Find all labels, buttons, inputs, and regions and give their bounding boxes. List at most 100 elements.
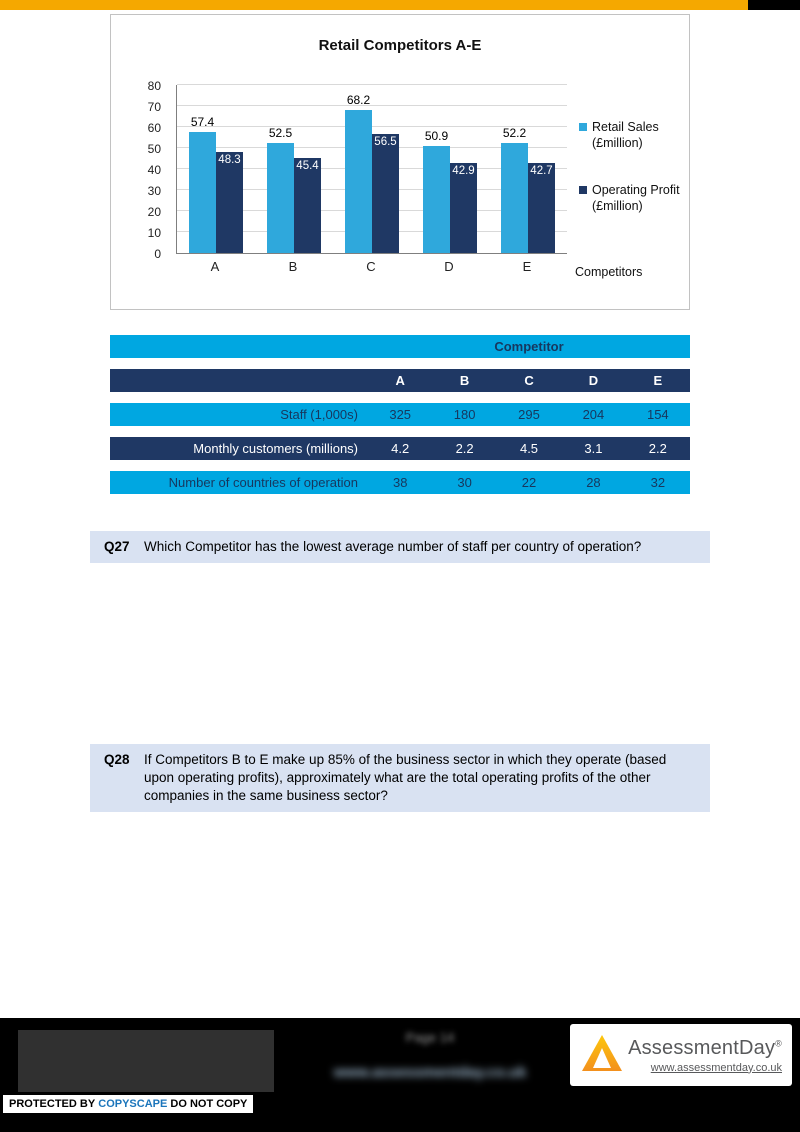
- legend-entry: Operating Profit (£million): [579, 182, 685, 215]
- assessmentday-triangle-icon: [580, 1033, 626, 1078]
- table-cell: 4.5: [519, 441, 539, 456]
- x-axis-title: Competitors: [575, 265, 643, 279]
- question-number: Q27: [104, 539, 130, 554]
- bar-A-profit: 48.3: [216, 152, 243, 253]
- data-table: Competitor A B C D E Staff (1,000s) 325 180 295 20…: [110, 335, 690, 505]
- column-header: B: [459, 373, 470, 388]
- top-accent-strip: [0, 0, 748, 10]
- legend-swatch: [579, 185, 587, 194]
- legend-label: Operating Profit (£million): [592, 182, 680, 213]
- x-category-label: C: [366, 259, 376, 274]
- column-header: D: [588, 373, 599, 388]
- bar-D-profit: 42.9: [450, 163, 477, 253]
- brand-url-link[interactable]: www.assessmentday.co.uk: [650, 1061, 782, 1074]
- brand-name-text: AssessmentDay: [628, 1036, 776, 1059]
- legend-label: Retail Sales (£million): [592, 120, 659, 151]
- bar-group-E: 52.2 42.7: [489, 126, 567, 253]
- brand-name: AssessmentDay®: [626, 1037, 782, 1060]
- assessmentday-logo-box: AssessmentDay® www.assessmentday.co.uk: [570, 1024, 792, 1086]
- table-cell: 2.2: [648, 441, 667, 456]
- column-header: E: [653, 373, 663, 388]
- table-cell: 32: [650, 475, 666, 490]
- bar-value-label: 56.5: [374, 136, 397, 148]
- question-number: Q28: [104, 752, 130, 767]
- bar-C-sales: 68.2: [345, 93, 372, 253]
- copyscape-suffix: DO NOT COPY: [170, 1098, 248, 1110]
- bar-group-D: 50.9 42.9: [411, 129, 489, 253]
- chart-bars: 57.4 48.3 52.5 45.4 68.2 56.5 50.9 42.9 52.2 42.7: [177, 85, 567, 253]
- bar-D-sales: 50.9: [423, 129, 450, 253]
- x-category-label: E: [522, 259, 532, 274]
- chart-legend: Retail Sales (£million) Operating Profit …: [579, 119, 685, 244]
- table-cell: 22: [521, 475, 537, 490]
- table-columns-row: A B C D E: [110, 369, 690, 392]
- table-cell: 4.2: [391, 441, 410, 456]
- question-text: Which Competitor has the lowest average …: [144, 539, 642, 554]
- bar-value-label: 52.2: [502, 126, 527, 140]
- question-text: If Competitors B to E make up 85% of the…: [144, 752, 667, 803]
- table-cell: 28: [586, 475, 601, 490]
- bar-value-label: 42.9: [452, 165, 475, 177]
- bar-value-label: 50.9: [424, 129, 449, 143]
- table-header-group-row: Competitor: [110, 335, 690, 358]
- bar-value-label: 68.2: [346, 93, 371, 107]
- y-tick-label: 0: [154, 247, 161, 261]
- row-label: Monthly customers (millions): [193, 441, 358, 456]
- legend-entry: Retail Sales (£million): [579, 119, 685, 152]
- y-tick-label: 80: [147, 79, 161, 93]
- x-category-label: B: [288, 259, 298, 274]
- copyscape-badge[interactable]: PROTECTED BY COPYSCAPE DO NOT COPY: [2, 1094, 255, 1114]
- bar-group-C: 68.2 56.5: [333, 93, 411, 253]
- bar-E-profit: 42.7: [528, 163, 555, 253]
- table-row: Staff (1,000s) 325 180 295 204 154: [110, 403, 690, 426]
- bar-B-sales: 52.5: [267, 126, 294, 253]
- row-label: Number of countries of operation: [168, 475, 358, 490]
- chart-y-labels: 0 10 20 30 40 50 60 70 80: [111, 79, 169, 261]
- blurred-page-number: Page 14: [405, 1030, 455, 1045]
- table-cell: 325: [389, 407, 412, 422]
- copyscape-prefix: PROTECTED BY: [9, 1098, 96, 1110]
- bar-value-label: 52.5: [268, 126, 293, 140]
- chart: Retail Competitors A-E 0 10 20 30 40 50 60 70 80…: [110, 14, 690, 310]
- table-group-header: Competitor: [494, 339, 564, 354]
- copyscape-brand: COPYSCAPE: [98, 1098, 168, 1110]
- chart-title: Retail Competitors A-E: [318, 37, 482, 54]
- bar-group-B: 52.5 45.4: [255, 126, 333, 253]
- y-tick-label: 10: [147, 226, 161, 240]
- top-strip-corner: [748, 0, 800, 10]
- x-category-label: D: [444, 259, 454, 274]
- bar-E-sales: 52.2: [501, 126, 528, 253]
- table-cell: 2.2: [455, 441, 474, 456]
- y-tick-label: 30: [147, 184, 161, 198]
- bar-value-label: 48.3: [218, 154, 241, 166]
- bar-group-A: 57.4 48.3: [177, 115, 255, 253]
- table-cell: 30: [457, 475, 472, 490]
- chart-plot: 57.4 48.3 52.5 45.4 68.2 56.5 50.9 42.9 52.2 42.7: [176, 84, 567, 254]
- chart-x-labels: A B C D E: [176, 259, 566, 274]
- table-cell: 3.1: [584, 441, 603, 456]
- table-cell: 180: [453, 407, 476, 422]
- table-cell: 38: [392, 475, 408, 490]
- y-tick-label: 60: [147, 121, 161, 135]
- bar-C-profit: 56.5: [372, 134, 399, 253]
- y-tick-label: 70: [147, 100, 161, 114]
- gridline: [177, 126, 567, 127]
- blurred-site-text: www.assessmentday.co.uk: [333, 1064, 527, 1081]
- question-q28: Q28 If Competitors B to E make up 85% of…: [90, 744, 710, 812]
- table-row: Number of countries of operation 38 30 22 28…: [110, 471, 690, 494]
- bar-value-label: 45.4: [296, 160, 319, 172]
- table-cell: 295: [518, 407, 540, 422]
- x-category-label: A: [210, 259, 220, 274]
- row-label: Staff (1,000s): [280, 407, 358, 422]
- redacted-block: [18, 1030, 274, 1092]
- table-cell: 204: [582, 407, 605, 422]
- question-q27: Q27 Which Competitor has the lowest aver…: [90, 531, 710, 563]
- column-header: C: [524, 373, 534, 388]
- gridline: [177, 84, 567, 85]
- column-header: A: [395, 373, 405, 388]
- brand-text: AssessmentDay® www.assessmentday.co.uk: [626, 1037, 782, 1074]
- bar-A-sales: 57.4: [189, 115, 216, 253]
- y-tick-label: 40: [147, 163, 161, 177]
- bar-value-label: 42.7: [530, 165, 553, 177]
